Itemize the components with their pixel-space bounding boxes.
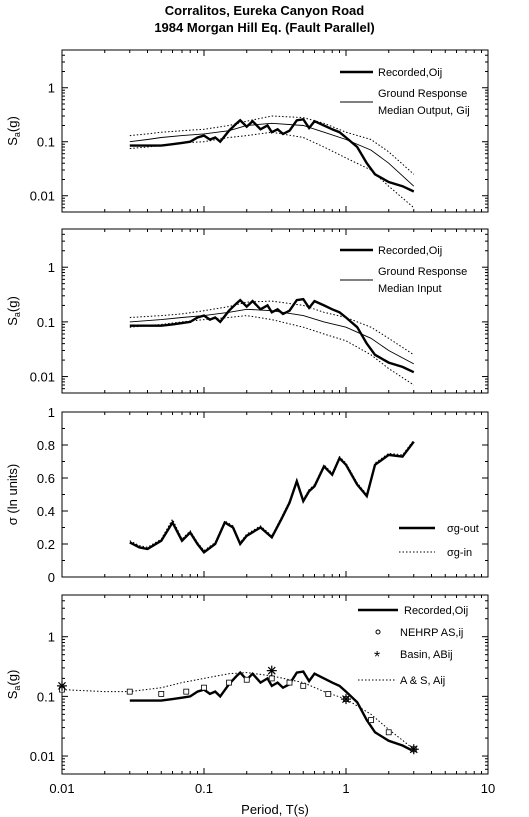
nehrp-marker	[126, 688, 133, 695]
x-tick-label: 0.01	[49, 781, 74, 796]
legend-label-sigma-in: σg-in	[447, 547, 472, 559]
legend-label-nehrp: NEHRP AS,ij	[400, 627, 463, 639]
basin-marker-stroke	[409, 745, 418, 754]
legend: Recorded,Oij Ground Response Median Input	[340, 245, 467, 295]
series-median-input	[129, 308, 415, 365]
legend-label-recorded: Recorded,Oij	[378, 245, 442, 257]
legend-label-median: Median Output, Gij	[378, 105, 470, 117]
nehrp-marker	[286, 679, 293, 686]
nehrp-marker	[300, 682, 307, 689]
basin-marker-stroke	[342, 695, 350, 704]
nehrp-marker	[183, 688, 190, 695]
y-tick-label: 0.8	[37, 438, 55, 453]
plot-frame	[61, 49, 489, 213]
nehrp-marker	[243, 676, 250, 683]
y-tick-label: 0.01	[30, 370, 55, 385]
y-tick-label: 0.1	[37, 135, 55, 150]
y-tick-label: 0	[48, 570, 55, 585]
nehrp-marker	[385, 729, 392, 736]
series--g-in	[129, 439, 415, 552]
legend-label-ground-response: Ground Response	[378, 88, 467, 100]
y-axis-label: Sa(g)	[5, 296, 22, 326]
x-tick-label: 10	[481, 781, 495, 796]
nehrp-marker	[201, 684, 207, 691]
legend-label-sigma-out: σg-out	[447, 523, 479, 535]
legend-marker-nehrp	[375, 629, 381, 635]
legend-label-median: Median Input	[378, 283, 442, 295]
series-median-output	[129, 122, 415, 187]
series-upper-band	[129, 115, 415, 175]
series-lower-band	[129, 131, 415, 209]
legend-marker-basin: *	[374, 649, 380, 666]
y-tick-label: 0.1	[37, 315, 55, 330]
basin-marker-stroke	[267, 666, 276, 675]
y-axis-label: σ (ln units)	[5, 464, 20, 525]
y-tick-label: 1	[48, 630, 55, 645]
series-recorded-oij	[129, 297, 415, 374]
x-axis-label: Period, T(s)	[241, 802, 309, 817]
panel-3: 1 0.8 0.6 0.4 0.2 0 σ (ln units) σg-out σg-in	[5, 405, 489, 585]
basin-marker	[408, 744, 419, 755]
y-tick-label: 0.4	[37, 504, 55, 519]
legend-label-ground-response: Ground Response	[378, 266, 467, 278]
series-recorded-oij	[129, 670, 415, 753]
y-axis-label: Sa(g)	[5, 116, 22, 146]
chart-title-line-2: 1984 Morgan Hill Eq. (Fault Parallel)	[154, 20, 375, 35]
basin-marker	[266, 665, 277, 676]
legend: Recorded,Oij Ground Response Median Output…	[340, 67, 470, 117]
chart-title-line-1: Corralitos, Eureka Canyon Road	[164, 3, 365, 18]
legend-label-recorded: Recorded,Oij	[404, 605, 468, 617]
series-upper-band	[129, 300, 415, 356]
basin-marker	[341, 694, 351, 705]
y-tick-label: 0.01	[30, 189, 55, 204]
nehrp-marker	[226, 679, 232, 686]
y-tick-label: 0.01	[30, 749, 55, 764]
panel-4: 1 0.1 0.01 Sa(g) Recorded,Oij NEHRP AS,ij * Bas…	[5, 594, 489, 775]
y-axis-label: Sa(g)	[5, 670, 22, 700]
series-lower-band	[129, 315, 415, 386]
basin-marker-stroke	[58, 681, 66, 690]
y-tick-label: 0.1	[37, 689, 55, 704]
y-tick-label: 0.2	[37, 537, 55, 552]
legend: σg-out σg-in	[399, 523, 479, 559]
nehrp-marker	[268, 675, 275, 682]
panel-1: 1 0.1 0.01 Sa(g) Recorded,Oij Ground Response…	[5, 49, 489, 213]
series--g-out	[129, 440, 415, 554]
series-recorded-oij	[129, 117, 415, 193]
y-tick-label: 0.6	[37, 471, 55, 486]
nehrp-marker	[325, 691, 332, 697]
nehrp-marker	[158, 691, 165, 697]
legend-label-as: A & S, Aij	[400, 675, 445, 687]
legend: Recorded,Oij NEHRP AS,ij * Basin, ABij A & S…	[358, 605, 468, 687]
y-tick-label: 1	[48, 81, 55, 96]
basin-marker	[57, 680, 67, 691]
x-tick-label: 1	[342, 781, 349, 796]
panel-2: 1 0.1 0.01 Sa(g) Recorded,Oij Ground Response…	[5, 228, 489, 394]
y-tick-label: 1	[48, 260, 55, 275]
y-tick-label: 1	[48, 405, 55, 420]
nehrp-marker	[368, 717, 374, 724]
plot-frame	[61, 228, 489, 394]
legend-label-recorded: Recorded,Oij	[378, 67, 442, 79]
x-tick-label: 0.1	[195, 781, 213, 796]
legend-label-basin: Basin, ABij	[400, 649, 453, 661]
